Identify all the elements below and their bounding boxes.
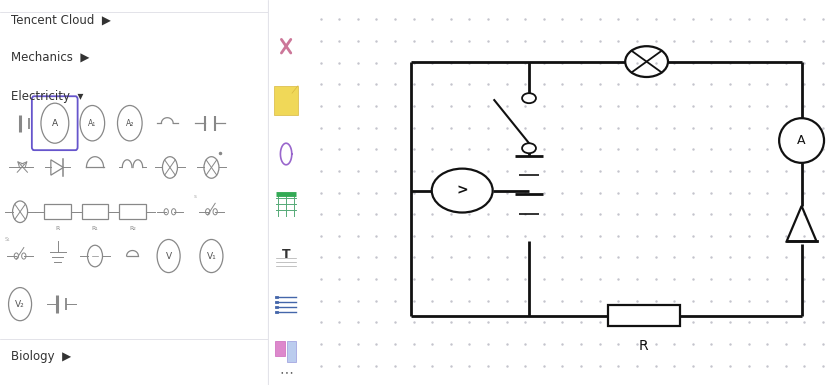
FancyBboxPatch shape <box>275 341 284 356</box>
Text: V: V <box>165 251 172 261</box>
Text: R₂: R₂ <box>129 226 136 231</box>
Text: A₂: A₂ <box>126 119 134 128</box>
Text: Tencent Cloud  ▶: Tencent Cloud ▶ <box>11 13 111 27</box>
Text: R: R <box>55 226 60 231</box>
Text: R: R <box>639 339 649 353</box>
Text: ⋯: ⋯ <box>279 365 293 379</box>
Text: Biology  ▶: Biology ▶ <box>11 350 70 363</box>
Text: s: s <box>194 194 197 199</box>
Text: R₁: R₁ <box>91 226 98 231</box>
Circle shape <box>522 143 536 153</box>
Text: Mechanics  ▶: Mechanics ▶ <box>11 50 89 63</box>
Text: S₁: S₁ <box>4 238 10 243</box>
Text: V₂: V₂ <box>15 300 25 309</box>
FancyBboxPatch shape <box>274 86 298 115</box>
Text: T: T <box>282 248 290 261</box>
Text: Electricity  ▾: Electricity ▾ <box>11 90 83 104</box>
Ellipse shape <box>779 118 824 163</box>
Text: V₁: V₁ <box>206 251 216 261</box>
Text: A₁: A₁ <box>88 119 96 128</box>
Circle shape <box>432 169 492 213</box>
FancyBboxPatch shape <box>607 305 680 326</box>
Text: >: > <box>456 184 468 198</box>
Circle shape <box>522 93 536 103</box>
Text: A: A <box>52 119 58 128</box>
Text: A: A <box>797 134 805 147</box>
FancyBboxPatch shape <box>287 341 296 362</box>
